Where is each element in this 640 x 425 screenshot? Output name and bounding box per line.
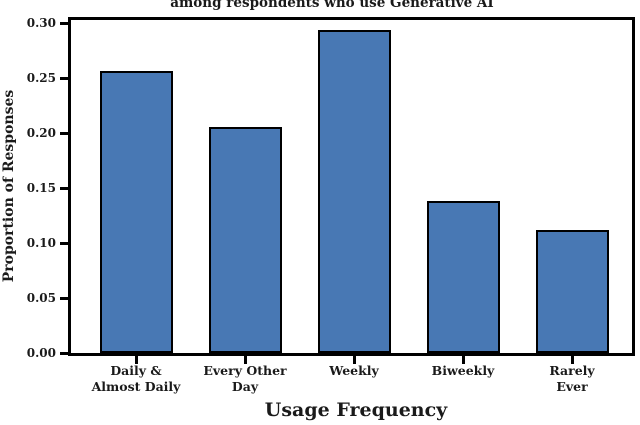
y-tick-label: 0.20 (26, 126, 56, 140)
x-tick (462, 356, 465, 364)
y-tick (60, 77, 68, 80)
x-category-label: Biweekly (431, 363, 495, 378)
x-tick (135, 356, 138, 364)
y-tick (60, 352, 68, 355)
y-tick (60, 132, 68, 135)
x-category-label: Daily & Almost Daily (91, 363, 181, 395)
y-tick (60, 22, 68, 25)
y-tick (60, 242, 68, 245)
x-category-label: Weekly (329, 363, 379, 378)
x-axis-label: Usage Frequency (264, 399, 448, 421)
x-tick (353, 356, 356, 364)
x-tick (571, 356, 574, 364)
bar-1 (99, 71, 173, 353)
y-tick (60, 187, 68, 190)
x-category-label: Every Other Day (203, 363, 287, 395)
y-tick-label: 0.30 (26, 16, 56, 30)
bar-2 (208, 127, 282, 353)
bar-4 (426, 201, 500, 353)
y-tick (60, 297, 68, 300)
bar-5 (535, 230, 609, 353)
bar-3 (317, 30, 391, 353)
chart-title: among respondents who use Generative AI (170, 0, 494, 11)
y-tick-label: 0.10 (26, 236, 56, 250)
y-tick-label: 0.00 (26, 346, 56, 360)
y-tick-label: 0.25 (26, 71, 56, 85)
x-category-label: Rarely Ever (549, 363, 595, 395)
y-tick-label: 0.15 (26, 181, 56, 195)
x-tick (244, 356, 247, 364)
y-tick-label: 0.05 (26, 291, 56, 305)
